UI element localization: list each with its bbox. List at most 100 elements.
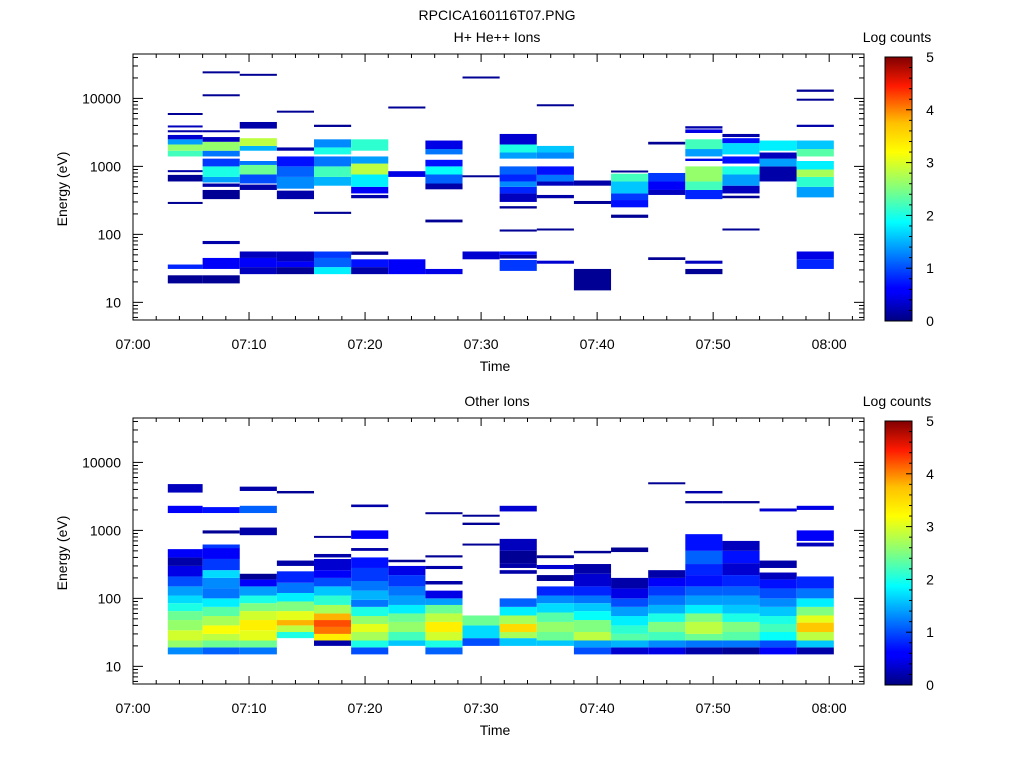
heatmap-cell (499, 570, 537, 574)
heatmap-cell (611, 577, 649, 589)
heatmap-cell (351, 163, 389, 175)
heatmap-cell (276, 490, 315, 494)
heatmap-cell (202, 141, 240, 151)
heatmap-cell (573, 603, 612, 612)
heatmap-cell (536, 260, 574, 264)
heatmap-cell (722, 595, 760, 605)
heatmap-cell (648, 613, 686, 622)
heatmap-cell (202, 570, 240, 578)
heatmap-cell (202, 633, 240, 641)
heatmap-cell (276, 625, 315, 633)
heatmap-cell (796, 632, 834, 641)
heatmap-cell (499, 259, 537, 271)
heatmap-cell (722, 563, 760, 576)
heatmap-cell (611, 173, 649, 182)
heatmap-cell (499, 505, 537, 512)
heatmap-cell (314, 553, 352, 558)
heatmap-cell (202, 257, 240, 269)
heatmap-cell (425, 590, 463, 599)
panel-1-colorbar-ticks: 0 1 2 3 4 5 (906, 49, 934, 329)
heatmap-cell (573, 632, 612, 641)
heatmap-cell (499, 632, 537, 639)
heatmap-cell (202, 94, 240, 97)
heatmap-cell (573, 180, 612, 186)
heatmap-cell (648, 570, 686, 578)
heatmap-cell (425, 640, 463, 648)
heatmap-cell (425, 565, 463, 570)
colorbar-tick-label: 2 (926, 571, 934, 587)
heatmap-cell (648, 181, 686, 190)
heatmap-cell (425, 621, 463, 633)
heatmap-cell (167, 595, 203, 604)
colorbar-tick-label: 5 (926, 413, 934, 429)
heatmap-cell (388, 604, 426, 614)
y-tick-label: 10000 (82, 454, 121, 470)
x-tick-label: 08:00 (812, 700, 847, 716)
heatmap-cell (388, 171, 426, 177)
heatmap-cell (536, 603, 574, 613)
heatmap-cell (536, 152, 574, 159)
heatmap-cell (499, 638, 537, 646)
heatmap-cell (202, 183, 240, 187)
heatmap-cell (759, 508, 797, 512)
colorbar-tick-label: 0 (926, 677, 934, 693)
heatmap-cell (239, 527, 277, 536)
heatmap-cell (425, 613, 463, 622)
heatmap-cell (722, 613, 760, 622)
heatmap-cell (351, 251, 389, 255)
panel-1-axes: 07:00 07:10 07:20 07:30 07:40 07:50 08:00 10 100… (82, 54, 864, 352)
heatmap-cell (239, 647, 277, 655)
heatmap-cell (425, 219, 463, 223)
heatmap-cell (573, 620, 612, 633)
heatmap-cell (796, 598, 834, 607)
heatmap-cell (685, 633, 723, 641)
heatmap-cell (536, 194, 574, 199)
heatmap-cell (239, 630, 277, 641)
heatmap-cell (759, 140, 797, 151)
heatmap-cell (536, 575, 574, 582)
heatmap-cell (722, 632, 760, 641)
heatmap-cell (648, 172, 686, 182)
heatmap-cell (425, 581, 463, 585)
heatmap-cell (202, 166, 240, 177)
heatmap-cell (239, 267, 277, 275)
heatmap-cell (276, 267, 315, 275)
heatmap-cell (202, 71, 240, 74)
heatmap-cell (759, 166, 797, 182)
heatmap-cell (167, 113, 203, 115)
y-tick-label: 100 (98, 590, 122, 606)
heatmap-cell (796, 169, 834, 177)
heatmap-cell (499, 193, 537, 202)
heatmap-cell (276, 620, 315, 626)
y-tick-label: 10 (105, 658, 121, 674)
heatmap-cell (685, 490, 723, 494)
heatmap-cell (388, 586, 426, 596)
heatmap-cell (796, 176, 834, 187)
heatmap-cell (499, 550, 537, 564)
panel-1-ylabel: Energy (eV) (54, 152, 70, 227)
heatmap-cell (314, 620, 352, 627)
heatmap-cell (425, 555, 463, 558)
panel-2-heatmap-cells (167, 482, 834, 655)
heatmap-cell (759, 623, 797, 633)
heatmap-cell (314, 633, 352, 641)
heatmap-cell (462, 522, 500, 525)
heatmap-cell (167, 505, 203, 514)
heatmap-cell (388, 106, 426, 109)
heatmap-cell (796, 576, 834, 589)
heatmap-cell (462, 615, 500, 626)
heatmap-cell (611, 640, 649, 648)
heatmap-cell (351, 647, 389, 655)
heatmap-cell (648, 632, 686, 641)
heatmap-cell (611, 616, 649, 626)
heatmap-cell (239, 573, 277, 580)
colorbar-tick-label: 4 (926, 102, 934, 118)
heatmap-cell (499, 563, 537, 568)
heatmap-cell (648, 595, 686, 605)
heatmap-cell (536, 174, 574, 182)
heatmap-cell (611, 625, 649, 634)
heatmap-cell (611, 633, 649, 641)
x-tick-label: 07:00 (115, 336, 150, 352)
heatmap-cell (796, 259, 834, 269)
heatmap-cell (796, 161, 834, 170)
